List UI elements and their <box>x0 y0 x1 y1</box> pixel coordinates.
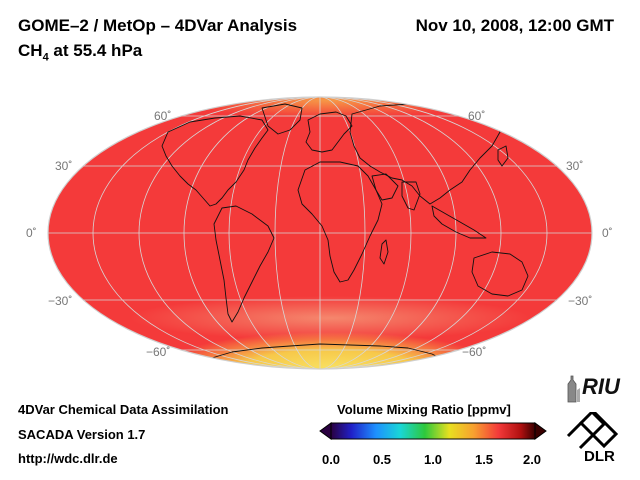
coast-india <box>401 181 421 211</box>
coast-madagascar <box>379 239 389 265</box>
meridian-60 <box>228 97 412 369</box>
coast-arabia <box>371 173 399 201</box>
meridian-30 <box>274 97 366 369</box>
footer-version-label: SACADA Version 1.7 <box>18 427 146 442</box>
meridian-150 <box>92 97 548 369</box>
coast-south-america <box>213 205 275 323</box>
coast-southeast-asia <box>431 205 487 239</box>
coast-japan <box>497 145 509 167</box>
coast-australia <box>471 251 529 297</box>
pressure-level: at 55.4 hPa <box>48 41 143 60</box>
colorbar-tick-0: 0.0 <box>321 452 341 467</box>
colorbar-max-arrow <box>534 422 547 440</box>
colorbar-tick-3: 1.5 <box>474 452 494 467</box>
riu-logo-icon <box>567 375 580 403</box>
meridian-90 <box>183 97 457 369</box>
lat-label-30n-left: 30˚ <box>55 159 73 173</box>
map-outline <box>47 96 593 370</box>
lat-label-60n-right: 60˚ <box>468 109 486 123</box>
analysis-datetime: Nov 10, 2008, 12:00 GMT <box>415 16 614 35</box>
colorbar-title: Volume Mixing Ratio [ppmv] <box>337 402 511 417</box>
species-name: CH <box>18 41 43 60</box>
coastlines <box>161 103 529 363</box>
riu-logo-text: RIU <box>582 374 620 399</box>
colorbar-gradient <box>330 422 536 440</box>
lat-label-30s-right: −30˚ <box>568 294 593 308</box>
lat-label-60s-left: −60˚ <box>146 345 171 359</box>
map-subtitle: CH4 at 55.4 hPa <box>18 41 142 63</box>
meridian-120 <box>138 97 502 369</box>
lat-label-0-left: 0˚ <box>26 226 37 240</box>
coast-antarctica <box>204 343 449 363</box>
lat-label-30s-left: −30˚ <box>48 294 73 308</box>
lat-label-60s-right: −60˚ <box>462 345 487 359</box>
dlr-logo-text: DLR <box>584 448 615 465</box>
coast-africa <box>297 161 383 283</box>
graticule <box>48 97 592 369</box>
footer-assimilation-label: 4DVar Chemical Data Assimilation <box>18 402 229 417</box>
footer-website-link[interactable]: http://wdc.dlr.de <box>18 451 118 466</box>
lat-label-30n-right: 30˚ <box>566 159 584 173</box>
colorbar-tick-2: 1.0 <box>423 452 443 467</box>
southern-midlat-band <box>130 296 530 340</box>
colorbar <box>319 422 547 440</box>
colorbar-tick-4: 2.0 <box>522 452 542 467</box>
coast-north-america <box>161 115 269 207</box>
dlr-logo-icon <box>566 412 619 450</box>
map-title: GOME–2 / MetOp – 4DVar Analysis <box>18 16 298 35</box>
lat-label-0-right: 0˚ <box>602 226 613 240</box>
lat-label-60n-left: 60˚ <box>154 109 172 123</box>
coast-europe <box>305 111 353 153</box>
colorbar-min-arrow <box>319 422 332 440</box>
species-subscript: 4 <box>42 51 49 64</box>
colorbar-tick-1: 0.5 <box>372 452 392 467</box>
coast-greenland <box>261 103 303 135</box>
map-field <box>48 97 592 369</box>
